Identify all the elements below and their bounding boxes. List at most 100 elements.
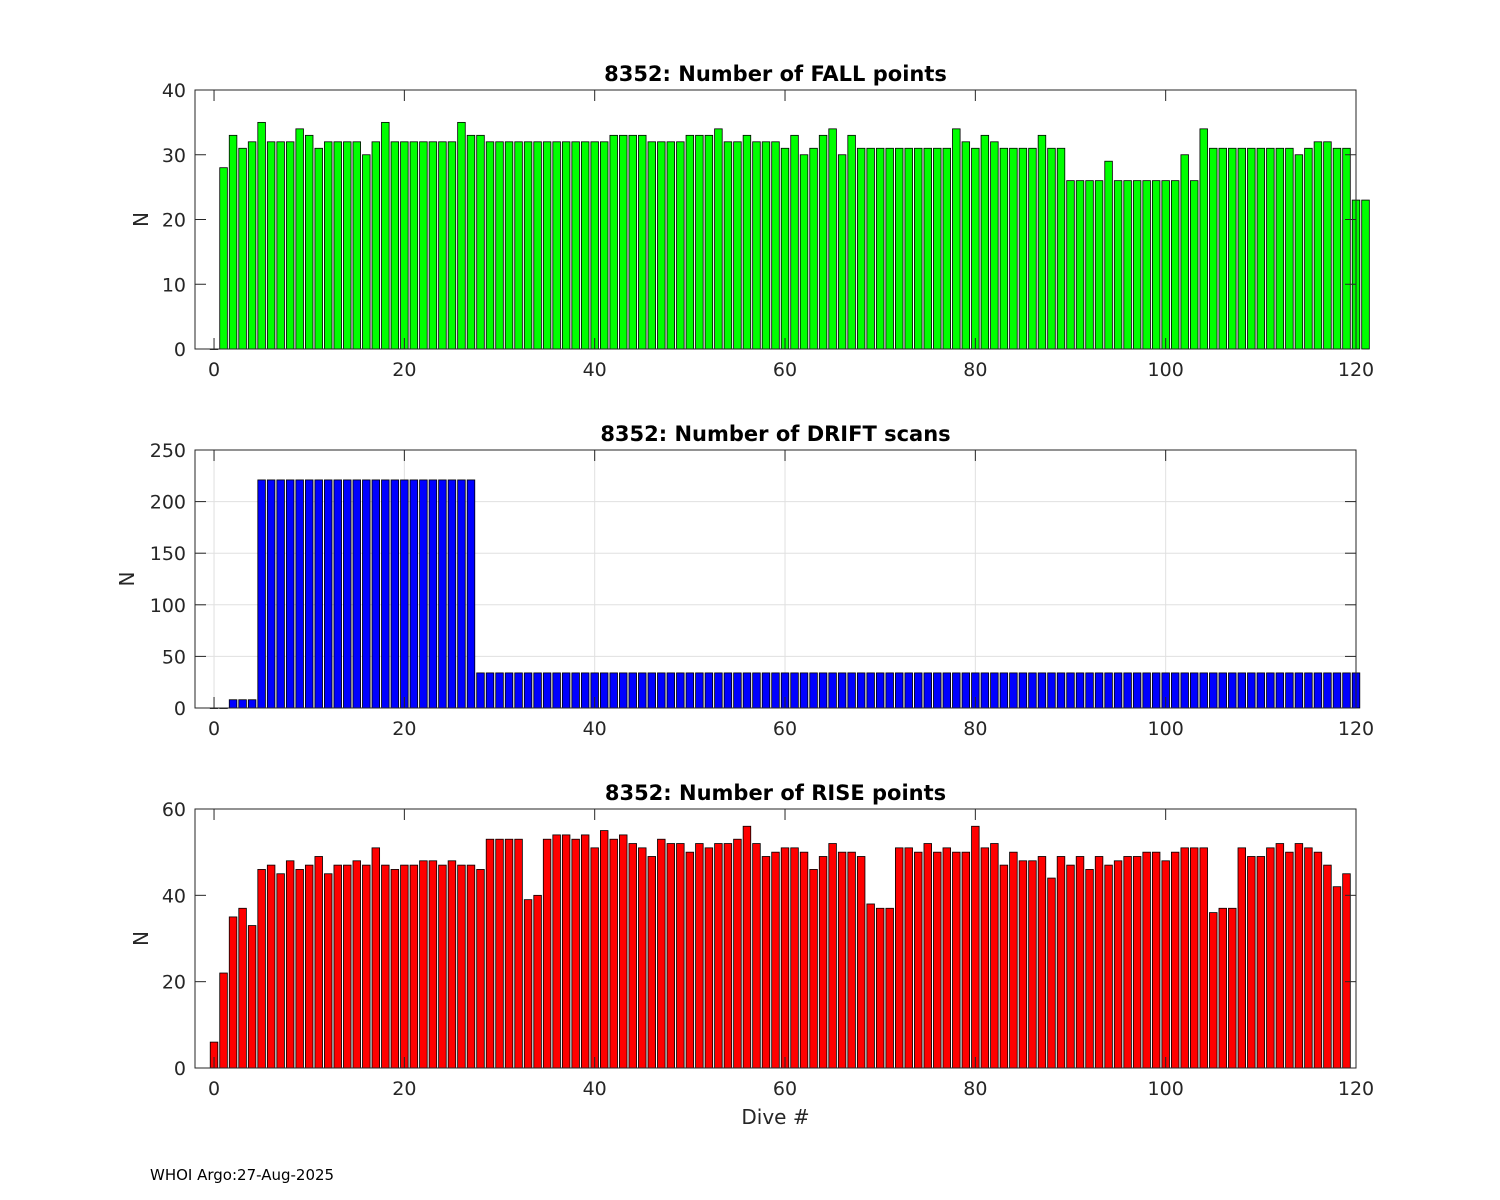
- bar-dive-40: [590, 141, 599, 350]
- y-tick-label: 0: [174, 698, 186, 720]
- bar-dive-13: [333, 141, 342, 350]
- bar-dive-14: [343, 141, 352, 350]
- bar-dive-112: [1275, 672, 1285, 709]
- bar-dive-29: [485, 141, 495, 350]
- bar-dive-38: [571, 838, 580, 1069]
- bar-dive-80: [971, 825, 980, 1069]
- bar-dive-103: [1190, 672, 1199, 709]
- bar-dive-60: [780, 847, 790, 1069]
- bar-dive-57: [752, 672, 761, 709]
- bar-dive-96: [1123, 672, 1132, 709]
- bar-dive-72: [895, 672, 904, 709]
- bar-dive-31: [504, 141, 514, 350]
- bar-dive-88: [1047, 672, 1056, 709]
- bar-dive-83: [999, 672, 1009, 709]
- bar-dive-112: [1275, 147, 1285, 350]
- bar-dive-16: [362, 154, 371, 350]
- bar-dive-9: [295, 869, 304, 1069]
- bar-dive-102: [1180, 154, 1189, 350]
- x-tick-label: 60: [773, 1078, 797, 1100]
- bar-dive-44: [628, 843, 637, 1069]
- bar-dive-12: [324, 479, 333, 709]
- bar-dive-74: [914, 672, 923, 709]
- x-tick-label: 120: [1338, 359, 1374, 381]
- bar-dive-24: [438, 479, 447, 709]
- bar-dive-1: [219, 972, 228, 1069]
- bar-dive-27: [466, 864, 476, 1069]
- bar-dive-22: [419, 141, 428, 350]
- bar-dive-37: [561, 834, 571, 1069]
- x-tick-label: 100: [1148, 1078, 1184, 1100]
- bar-dive-19: [390, 869, 400, 1069]
- bar-dive-21: [409, 479, 419, 709]
- bar-dive-33: [523, 141, 533, 350]
- bar-dive-102: [1180, 847, 1189, 1069]
- bar-dive-99: [1151, 180, 1161, 350]
- y-tick-label: 20: [162, 210, 186, 232]
- bar-dive-80: [971, 147, 980, 350]
- bar-dive-83: [999, 864, 1009, 1069]
- bar-dive-70: [875, 147, 885, 350]
- bar-dive-4: [247, 925, 257, 1069]
- bar-dive-30: [495, 672, 504, 709]
- bar-dive-114: [1294, 672, 1304, 709]
- bar-dive-32: [514, 141, 523, 350]
- bar-dive-7: [276, 141, 285, 350]
- bar-dive-113: [1285, 851, 1294, 1069]
- bar-dive-6: [266, 864, 276, 1069]
- bar-dive-25: [447, 479, 457, 709]
- x-tick-label: 40: [583, 718, 607, 740]
- bar-dive-63: [809, 672, 818, 709]
- bar-dive-88: [1047, 877, 1056, 1069]
- bar-dive-28: [476, 869, 485, 1069]
- bar-dive-35: [542, 141, 552, 350]
- bar-dive-116: [1313, 141, 1323, 350]
- bar-dive-47: [657, 141, 666, 350]
- x-tick-label: 100: [1148, 718, 1184, 740]
- bar-dive-26: [457, 121, 466, 350]
- bar-dive-27: [466, 134, 476, 350]
- bar-dive-110: [1256, 856, 1266, 1069]
- bar-dive-84: [1009, 147, 1018, 350]
- bar-dive-86: [1028, 147, 1037, 350]
- bar-dive-77: [942, 672, 951, 709]
- bar-dive-36: [552, 672, 561, 709]
- bar-dive-22: [419, 860, 428, 1069]
- bar-dive-40: [590, 847, 599, 1069]
- bar-dive-57: [752, 843, 761, 1069]
- bar-dive-2: [228, 699, 238, 709]
- bar-dive-45: [638, 134, 647, 350]
- bar-dive-118: [1332, 672, 1342, 709]
- bar-dive-97: [1132, 856, 1142, 1069]
- bar-dive-61: [790, 672, 799, 709]
- bar-dive-105: [1209, 912, 1218, 1069]
- bar-dive-18: [381, 864, 390, 1069]
- bar-dive-19: [390, 479, 400, 709]
- bar-dive-37: [561, 141, 571, 350]
- bar-dive-74: [914, 851, 923, 1069]
- bar-dive-89: [1056, 672, 1066, 709]
- bar-dive-110: [1256, 672, 1266, 709]
- bar-dive-87: [1037, 134, 1047, 350]
- drift-scans-chart: 0 20 40 60 80 100 120 0 50 100 150 200 250 8352: Numb…: [115, 422, 1374, 740]
- bar-dive-29: [485, 838, 495, 1069]
- y-tick-label: 40: [162, 80, 186, 102]
- bar-dive-76: [933, 147, 942, 350]
- bar-dive-114: [1294, 843, 1304, 1069]
- bar-dive-78: [952, 128, 961, 350]
- bar-dive-42: [609, 838, 618, 1069]
- bar-dive-81: [980, 134, 990, 350]
- bar-dive-10: [304, 134, 314, 350]
- bar-dive-34: [533, 894, 542, 1069]
- bar-dive-50: [685, 851, 695, 1069]
- bar-dive-5: [257, 479, 266, 709]
- bar-dive-109: [1247, 147, 1256, 350]
- bar-dive-99: [1151, 672, 1161, 709]
- y-tick-label: 40: [162, 885, 186, 907]
- bar-dive-91: [1075, 180, 1085, 350]
- bar-dive-56: [742, 672, 752, 709]
- x-tick-label: 120: [1338, 718, 1374, 740]
- bar-dive-50: [685, 672, 695, 709]
- bar-dive-4: [247, 141, 257, 350]
